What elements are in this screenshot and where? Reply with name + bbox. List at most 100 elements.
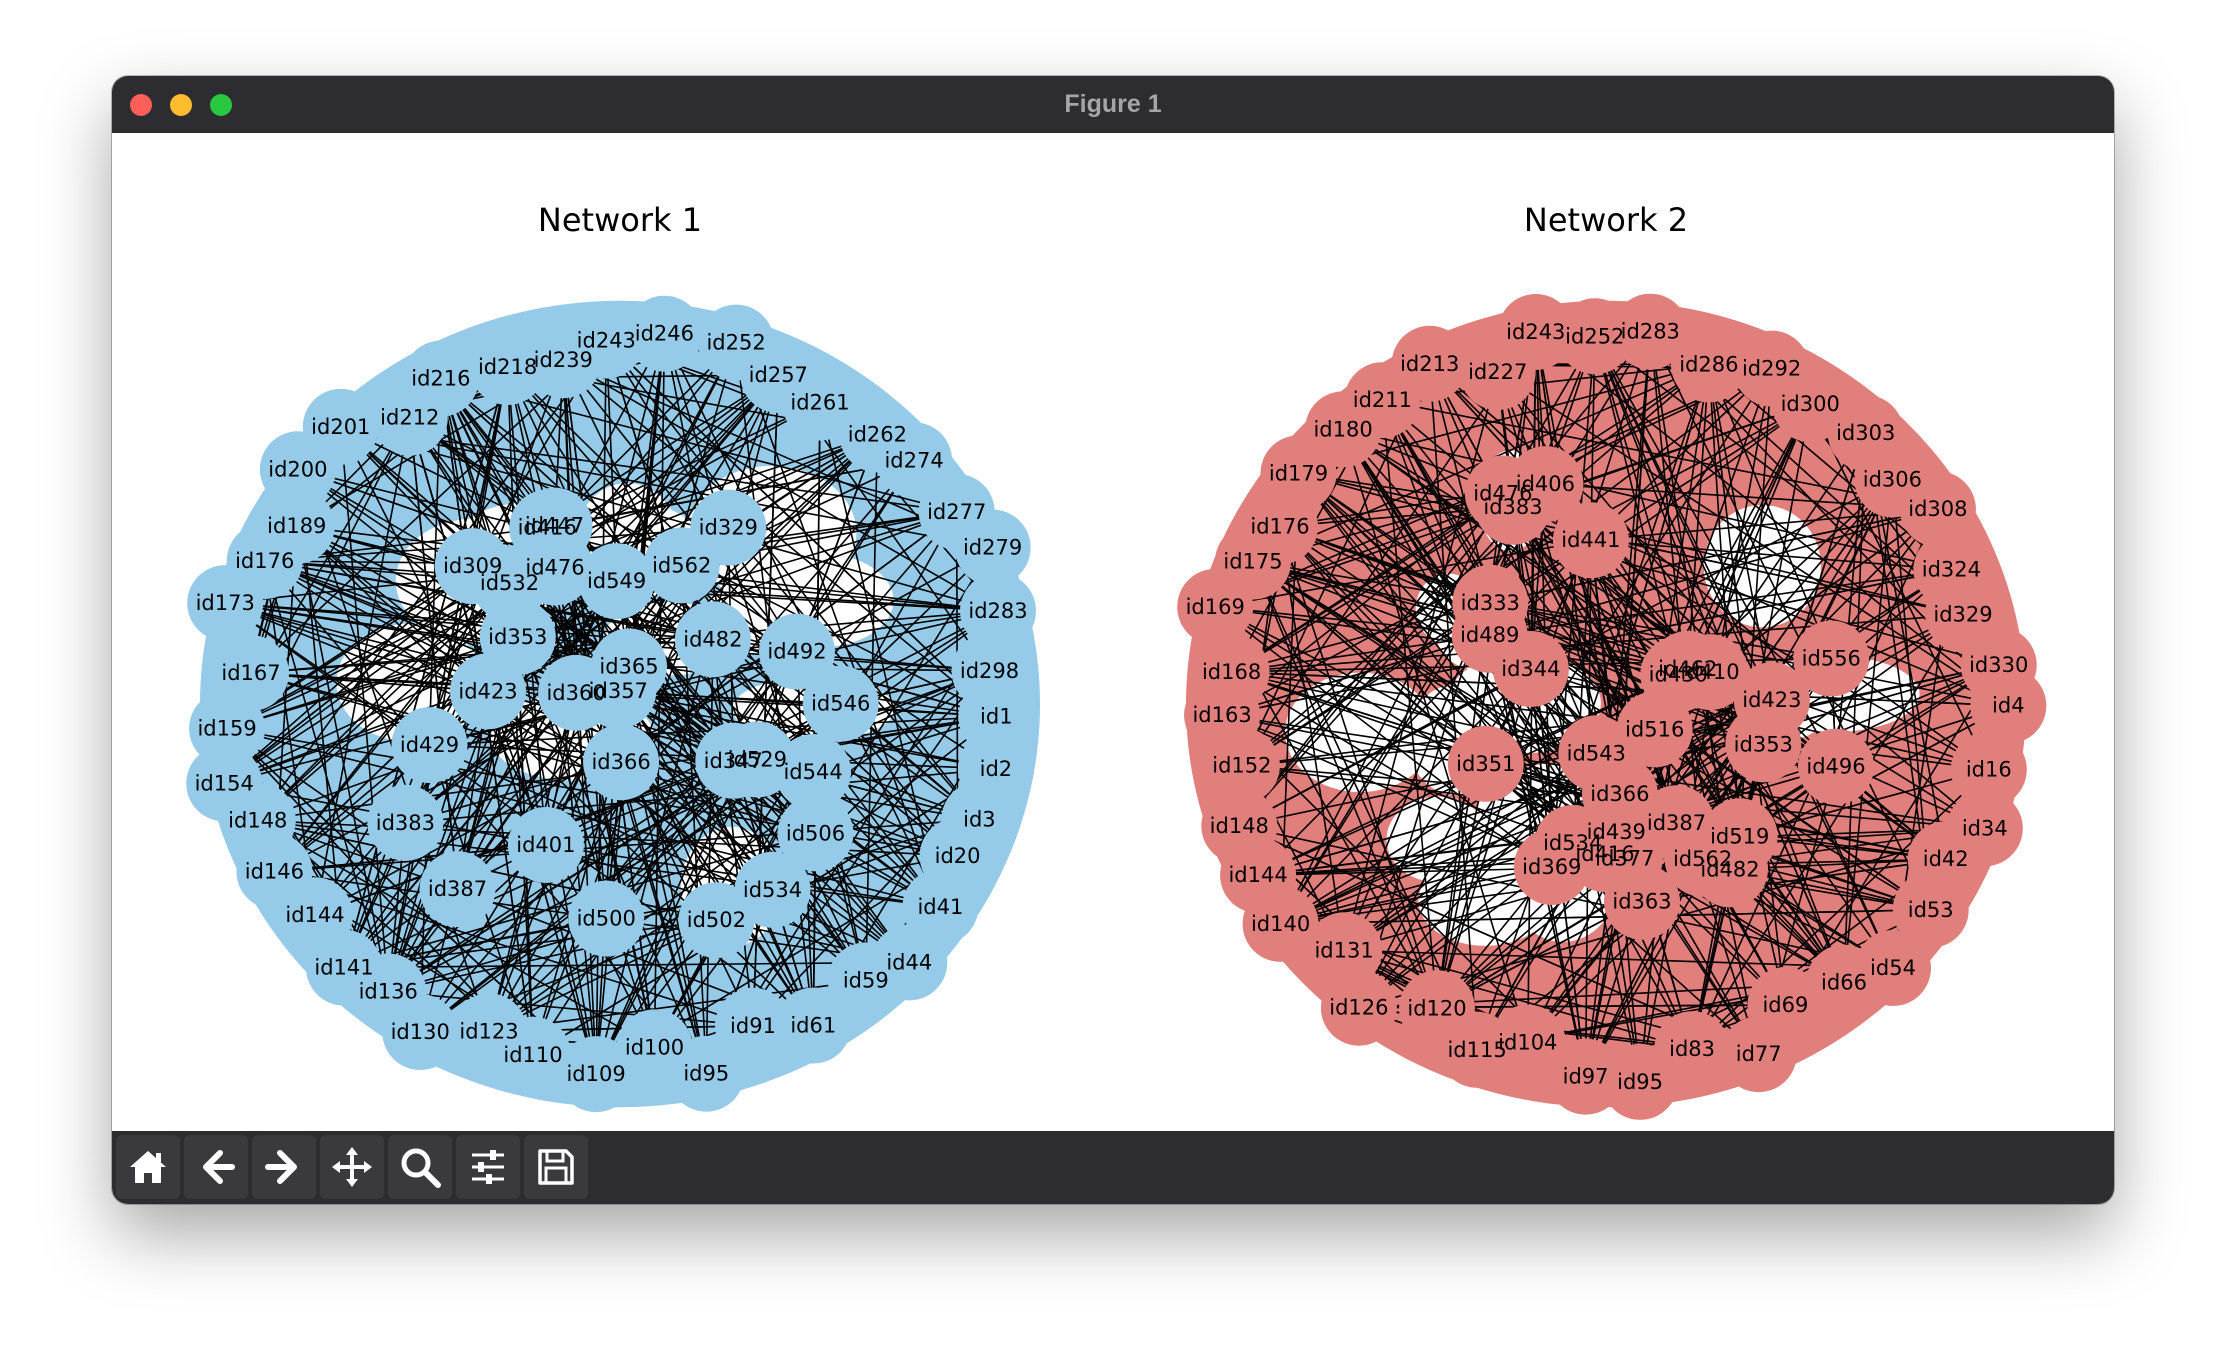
node-label: id306 <box>1863 468 1922 492</box>
configure-subplots-button[interactable] <box>456 1135 520 1199</box>
node-label: id53 <box>1908 898 1954 922</box>
close-window-button[interactable] <box>130 94 152 116</box>
pan-button[interactable] <box>320 1135 384 1199</box>
maximize-window-button[interactable] <box>210 94 232 116</box>
network-node <box>578 543 655 620</box>
network-node <box>1950 731 2027 808</box>
network-edge <box>409 417 597 1075</box>
network-edge <box>264 560 707 1075</box>
minimize-window-button[interactable] <box>170 94 192 116</box>
save-button[interactable] <box>524 1135 588 1199</box>
network-node <box>419 851 496 928</box>
network-edge <box>1252 560 1574 844</box>
figure-canvas[interactable]: Network 1 id1 id2 id3 id20 id41 id44 id59 id61 id… <box>112 133 2114 1204</box>
network-node <box>1892 871 1969 948</box>
network-node <box>1556 298 1633 375</box>
network-edge <box>314 417 411 916</box>
network-edge <box>1530 668 1932 911</box>
node-label: id506 <box>786 821 845 845</box>
network-edge <box>1280 909 1931 925</box>
network-node <box>1720 1016 1797 1093</box>
node-label: id66 <box>1821 971 1867 995</box>
node-label: id423 <box>1742 688 1801 712</box>
network-edge <box>226 727 458 890</box>
forward-button[interactable] <box>252 1135 316 1199</box>
title-bar[interactable]: Figure 1 <box>112 76 2114 134</box>
node-label: id534 <box>743 878 802 902</box>
node-label: id3 <box>963 807 996 831</box>
network-edge <box>388 990 754 1027</box>
node-label: id482 <box>683 627 742 651</box>
node-label: id298 <box>960 659 1019 683</box>
node-label: id532 <box>480 571 539 595</box>
network-edge <box>1535 331 2009 707</box>
node-label: id4 <box>1992 694 2025 718</box>
network-node <box>450 653 526 730</box>
node-label: id144 <box>285 903 344 927</box>
node-label: id97 <box>1563 1065 1609 1089</box>
node-label: id447 <box>525 514 584 538</box>
home-icon <box>130 1151 166 1183</box>
network-edge <box>223 511 957 785</box>
network-edge <box>1231 671 2009 707</box>
network-edge <box>1436 668 1532 1009</box>
node-label: id115 <box>1447 1038 1506 1062</box>
network-edge <box>419 378 442 1033</box>
network-edge <box>343 961 910 969</box>
node-label: id176 <box>1250 515 1309 539</box>
node-label: id292 <box>1742 357 1801 381</box>
network-edge <box>1381 399 1711 673</box>
network-edge <box>1590 539 1952 571</box>
network-node <box>1534 805 1611 881</box>
network-edge <box>1215 606 1490 636</box>
network-edge <box>405 768 996 824</box>
network-node <box>1201 787 1278 864</box>
node-label: id365 <box>599 655 658 679</box>
node-label: id353 <box>488 625 547 649</box>
network-node <box>802 665 879 742</box>
node-label: id351 <box>1456 752 1515 776</box>
network-node <box>451 993 527 1070</box>
network-node <box>734 851 811 928</box>
zoom-button[interactable] <box>388 1135 452 1199</box>
network-edge <box>605 459 915 920</box>
node-label: id441 <box>1561 528 1620 552</box>
node-label: id1 <box>980 705 1013 729</box>
network-edge <box>1221 714 1621 795</box>
network-node <box>876 422 953 499</box>
network-node <box>507 807 584 883</box>
network-node <box>775 734 852 810</box>
back-button[interactable] <box>184 1135 248 1199</box>
node-label: id309 <box>443 554 502 578</box>
home-button[interactable] <box>116 1135 180 1199</box>
network-edge <box>488 639 714 1032</box>
network-node <box>1391 325 1468 402</box>
node-label: id330 <box>1969 653 2028 677</box>
network-node <box>827 942 904 1019</box>
node-label: id383 <box>376 811 435 835</box>
node-label: id212 <box>380 406 439 430</box>
navigation-toolbar <box>112 1131 2114 1204</box>
node-label: id216 <box>411 367 470 391</box>
network-edge <box>1342 429 1693 1050</box>
node-label: id95 <box>683 1062 729 1086</box>
network-edge <box>343 359 565 968</box>
network-title: Network 1 <box>538 201 702 239</box>
network-edge <box>297 468 814 773</box>
node-label: id152 <box>1212 754 1271 778</box>
node-label: id387 <box>1647 811 1706 835</box>
figure-window: Figure 1 Network 1 id1 id2 id3 id20 id41 id44 i… <box>112 76 2114 1204</box>
network-node <box>1733 662 1810 739</box>
node-label: id211 <box>1353 388 1412 412</box>
node-label: id360 <box>546 681 605 705</box>
network-node <box>1602 1043 1679 1120</box>
network-edge <box>1252 561 1478 1051</box>
node-label: id274 <box>884 448 943 472</box>
node-label: id109 <box>566 1062 625 1086</box>
node-label: id243 <box>577 329 636 353</box>
node-label: id169 <box>1186 595 1245 619</box>
node-label: id562 <box>1673 847 1732 871</box>
node-label: id100 <box>625 1035 684 1059</box>
network-edge <box>419 527 729 1033</box>
network-node <box>902 868 979 945</box>
